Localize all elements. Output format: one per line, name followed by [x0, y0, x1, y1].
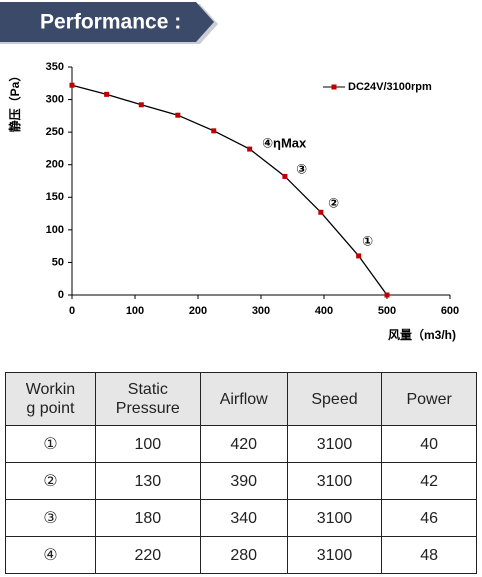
y-tick-label: 150: [46, 191, 64, 203]
row: ③ 180 340 3100 46: [5, 499, 477, 537]
header-cell: Static Pressure: [94, 372, 201, 426]
x-tick-label: 300: [252, 305, 270, 317]
y-tick-label: 100: [46, 224, 64, 236]
row: ② 130 390 3100 42: [5, 462, 477, 500]
point: [138, 102, 144, 108]
x-tick-label: 200: [189, 305, 207, 317]
cell: 130: [94, 462, 201, 500]
point: [247, 146, 253, 152]
legend-label: DC24V/3100rpm: [348, 81, 432, 93]
header-row: Workin g point Static Pressure Airflow Spee…: [5, 372, 477, 426]
x-tick-label: 500: [378, 305, 396, 317]
header-cell: Power: [381, 372, 477, 426]
legend-marker: [331, 84, 337, 90]
y-axis-label: 静压（Pa）: [7, 70, 22, 133]
point: [356, 253, 362, 259]
row: ① 100 420 3100 40: [5, 425, 477, 463]
point: [104, 91, 110, 97]
y-tick-label: 250: [46, 126, 64, 138]
cell: 220: [94, 536, 201, 574]
y-tick-label: 0: [58, 289, 64, 301]
annotation: ③: [296, 161, 307, 176]
header-cell: Speed: [286, 372, 383, 426]
cell: 340: [199, 499, 288, 537]
curve: [71, 84, 388, 296]
x-tick-label: 600: [441, 305, 459, 317]
cell: 280: [199, 536, 288, 574]
point: [384, 292, 390, 298]
header-ribbon: [0, 2, 214, 42]
point: [282, 173, 288, 179]
chart: Performance : 静压（Pa） 风量（m3/h) 0 50 100 150 2…: [0, 2, 459, 342]
cell: 48: [381, 536, 477, 574]
cell: 3100: [286, 499, 383, 537]
y-tick-label: 50: [52, 256, 64, 268]
cell: 3100: [286, 462, 383, 500]
y-tick-label: 300: [46, 93, 64, 105]
cell: 100: [94, 425, 201, 463]
cell: 390: [199, 462, 288, 500]
cell: 40: [381, 425, 477, 463]
cell: 46: [381, 499, 477, 537]
table: Workin g point Static Pressure Airflow Spee…: [5, 372, 477, 574]
annotation: ①: [362, 233, 373, 248]
point: [211, 128, 217, 134]
header-cell: Airflow: [199, 372, 288, 426]
cell: ①: [5, 425, 96, 463]
row: ④ 220 280 3100 48: [5, 536, 477, 574]
cell: ④: [5, 536, 96, 574]
cell: 42: [381, 462, 477, 500]
cell: 420: [199, 425, 288, 463]
cell: 3100: [286, 536, 383, 574]
x-tick-label: 0: [69, 305, 75, 317]
cell: ③: [5, 499, 96, 537]
header-title: Performance :: [40, 11, 181, 34]
annotation: ④ηMax: [262, 135, 307, 150]
cell: 180: [94, 499, 201, 537]
header-cell: Workin g point: [5, 372, 96, 426]
y-tick-label: 350: [46, 61, 64, 73]
point: [318, 209, 324, 215]
point: [175, 112, 181, 118]
y-tick-label: 200: [46, 159, 64, 171]
x-tick-label: 100: [126, 305, 144, 317]
x-axis-label: 风量（m3/h): [388, 327, 456, 342]
cell: 3100: [286, 425, 383, 463]
point: [69, 82, 75, 88]
x-tick-label: 400: [315, 305, 333, 317]
annotation: ②: [328, 195, 339, 210]
cell: ②: [5, 462, 96, 500]
